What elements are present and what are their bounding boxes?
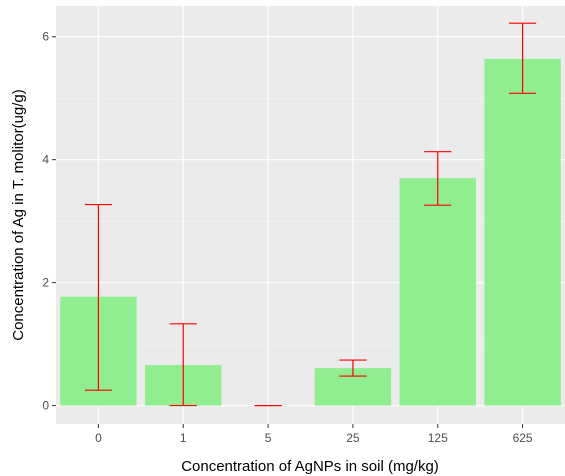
x-axis: 0 1 5 25 125 625	[95, 424, 533, 445]
bar	[399, 178, 476, 406]
y-tick-label: 6	[42, 30, 49, 44]
x-tick-label: 625	[513, 431, 533, 445]
plot-panel	[56, 6, 565, 424]
x-tick-label: 0	[95, 431, 102, 445]
x-axis-title: Concentration of AgNPs in soil (mg/kg)	[181, 458, 439, 475]
x-tick-label: 5	[265, 431, 272, 445]
y-tick-label: 2	[42, 276, 49, 290]
y-axis: 0 2 4 6	[42, 30, 56, 413]
y-tick-label: 4	[42, 153, 49, 167]
bar	[484, 58, 561, 406]
error-bars	[84, 22, 537, 407]
grid-major	[56, 6, 565, 424]
x-tick-label: 125	[428, 431, 448, 445]
grid-minor	[56, 97, 565, 345]
x-tick-label: 25	[346, 431, 360, 445]
y-tick-label: 0	[42, 399, 49, 413]
y-axis-title: Concentration of Ag in T. molitor(ug/g)	[10, 89, 27, 341]
x-tick-label: 1	[180, 431, 187, 445]
